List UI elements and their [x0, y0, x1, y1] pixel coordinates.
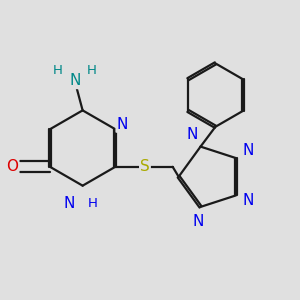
- Text: N: N: [242, 143, 254, 158]
- Text: N: N: [193, 214, 204, 229]
- Text: N: N: [69, 73, 80, 88]
- Text: N: N: [63, 196, 74, 211]
- Text: N: N: [116, 117, 128, 132]
- Text: O: O: [6, 159, 18, 174]
- Text: H: H: [87, 64, 97, 77]
- Text: H: H: [88, 197, 98, 210]
- Text: S: S: [140, 159, 150, 174]
- Text: N: N: [187, 127, 198, 142]
- Text: N: N: [242, 193, 254, 208]
- Text: H: H: [53, 64, 63, 77]
